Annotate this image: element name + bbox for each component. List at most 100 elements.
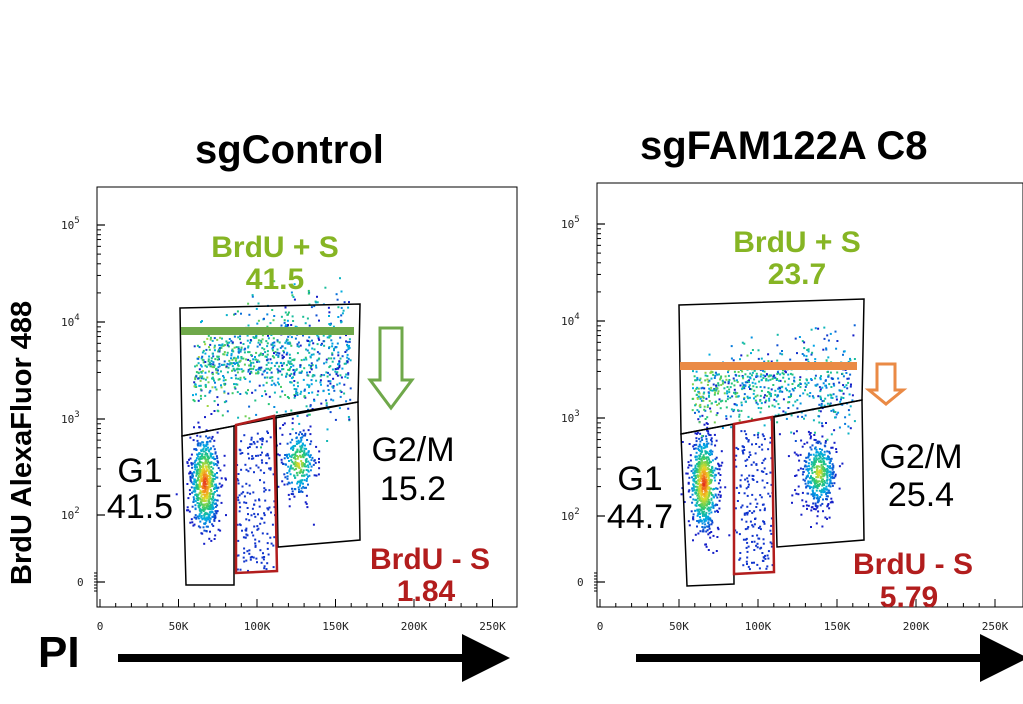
event-dot bbox=[266, 532, 269, 535]
event-dot bbox=[296, 352, 299, 355]
event-dot bbox=[754, 395, 757, 398]
event-dot bbox=[328, 347, 330, 350]
event-dot bbox=[812, 497, 815, 500]
event-dot bbox=[706, 445, 709, 448]
event-dot bbox=[754, 382, 757, 385]
event-dot bbox=[292, 296, 295, 298]
event-dot bbox=[286, 453, 288, 456]
event-dot bbox=[779, 379, 782, 382]
event-dot bbox=[234, 359, 237, 362]
event-dot bbox=[202, 482, 205, 485]
event-dot bbox=[701, 386, 704, 389]
event-dot bbox=[712, 505, 715, 507]
event-dot bbox=[267, 403, 270, 406]
event-dot bbox=[290, 344, 293, 347]
event-dot bbox=[288, 453, 291, 456]
event-dot bbox=[727, 395, 729, 398]
event-dot bbox=[714, 473, 717, 476]
event-dot bbox=[741, 370, 744, 373]
event-dot bbox=[262, 384, 265, 387]
event-dot bbox=[215, 371, 218, 374]
event-dot bbox=[817, 465, 820, 468]
event-dot bbox=[735, 486, 738, 489]
event-dot bbox=[715, 439, 718, 442]
event-dot bbox=[759, 509, 762, 512]
event-dot bbox=[834, 411, 837, 413]
event-dot bbox=[260, 341, 263, 344]
event-dot bbox=[268, 489, 271, 492]
event-dot bbox=[240, 312, 242, 315]
event-dot bbox=[705, 457, 708, 460]
event-dot bbox=[337, 354, 340, 357]
event-dot bbox=[197, 493, 200, 496]
event-dot bbox=[247, 324, 250, 327]
event-dot bbox=[826, 505, 829, 508]
event-dot bbox=[250, 438, 253, 441]
event-dot bbox=[245, 501, 248, 504]
event-dot bbox=[212, 467, 215, 470]
event-dot bbox=[206, 376, 209, 379]
event-dot bbox=[746, 527, 749, 530]
event-dot bbox=[819, 456, 822, 459]
event-dot bbox=[699, 406, 702, 409]
event-dot bbox=[255, 351, 258, 354]
event-dot bbox=[313, 398, 316, 401]
event-dot bbox=[258, 498, 260, 501]
event-dot bbox=[807, 472, 810, 475]
event-dot bbox=[742, 538, 745, 541]
event-dot bbox=[799, 453, 802, 456]
event-dot bbox=[239, 378, 242, 381]
event-dot bbox=[230, 357, 232, 360]
event-dot bbox=[698, 496, 701, 499]
event-dot bbox=[705, 483, 708, 486]
event-dot bbox=[297, 341, 300, 344]
event-dot bbox=[700, 500, 703, 502]
event-dot bbox=[753, 523, 756, 526]
event-dot bbox=[200, 461, 203, 464]
event-dot bbox=[844, 416, 847, 419]
event-dot bbox=[822, 348, 825, 351]
event-dot bbox=[749, 372, 752, 375]
event-dot bbox=[203, 471, 206, 474]
event-dot bbox=[265, 440, 268, 443]
event-dot bbox=[699, 473, 702, 476]
event-dot bbox=[714, 444, 717, 447]
event-dot bbox=[203, 474, 206, 476]
event-dot bbox=[331, 342, 334, 345]
event-dot bbox=[797, 485, 800, 488]
event-dot bbox=[300, 481, 303, 484]
event-dot bbox=[211, 352, 214, 355]
event-dot bbox=[821, 455, 824, 458]
event-dot bbox=[322, 334, 325, 337]
event-dot bbox=[325, 404, 328, 407]
event-dot bbox=[695, 440, 698, 443]
event-dot bbox=[299, 431, 302, 434]
event-dot bbox=[323, 374, 326, 377]
event-dot bbox=[745, 487, 748, 490]
event-dot bbox=[300, 390, 303, 393]
event-dot bbox=[277, 453, 279, 456]
event-dot bbox=[211, 377, 213, 380]
event-dot bbox=[700, 457, 703, 460]
event-dot bbox=[237, 356, 240, 359]
event-dot bbox=[714, 371, 717, 374]
event-dot bbox=[711, 371, 714, 374]
event-dot bbox=[840, 398, 842, 401]
event-dot bbox=[715, 384, 718, 387]
event-dot bbox=[263, 317, 265, 320]
event-dot bbox=[304, 432, 307, 435]
event-dot bbox=[288, 455, 291, 458]
event-dot bbox=[283, 422, 286, 425]
event-dot bbox=[266, 359, 269, 362]
event-dot bbox=[807, 430, 810, 433]
event-dot bbox=[821, 422, 823, 425]
event-dot bbox=[223, 382, 226, 385]
right-panel-title: sgFAM122A C8 bbox=[640, 124, 928, 168]
brdu-pos-s-label: BrdU + S bbox=[733, 226, 861, 259]
event-dot bbox=[272, 473, 275, 476]
event-dot bbox=[278, 383, 280, 386]
event-dot bbox=[820, 493, 823, 496]
event-dot bbox=[766, 482, 769, 484]
event-dot bbox=[702, 528, 705, 531]
event-dot bbox=[753, 397, 755, 400]
